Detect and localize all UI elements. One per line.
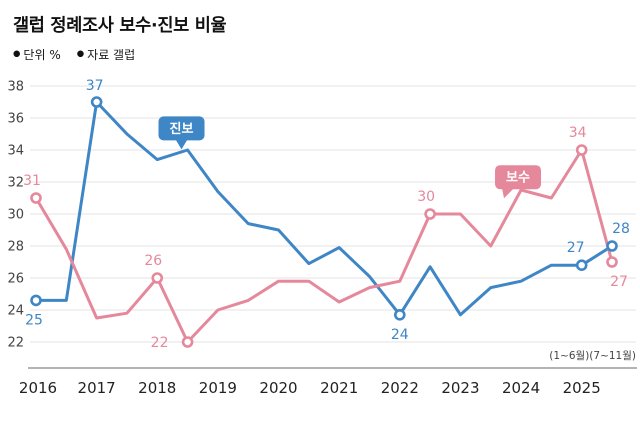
series-line-진보 [34,100,614,317]
data-point-label: 22 [151,335,169,351]
legend-unit-label: 단위 % [23,48,61,62]
badge-box [495,165,542,190]
badge-box [158,116,205,141]
chart-legend: ● 단위 % ● 자료 갤럽 [0,37,640,63]
x-tick-label: 2018 [138,379,176,397]
period-annotation: (1~6월)(7~11월) [549,350,636,362]
legend-item-unit: ● 단위 % [13,46,61,63]
bullet-icon: ● [13,49,21,59]
data-point-label: 24 [391,327,409,343]
series-line-보수 [34,148,614,344]
series-badge-보수: 보수 [495,165,542,199]
x-tick-label: 2017 [78,379,116,397]
data-point-marker [30,192,42,204]
badge-label: 보수 [506,171,530,186]
x-tick-label: 2019 [199,379,237,397]
data-point-label: 27 [567,240,585,256]
data-point-marker [181,336,194,348]
data-point-marker [90,96,103,108]
y-tick-label: 30 [7,208,24,223]
data-point-marker [606,256,618,268]
page-title: 갤럽 정례조사 보수·진보 비율 [13,16,227,36]
bullet-icon: ● [76,49,85,59]
data-point-marker [606,240,618,252]
x-tick-label: 2023 [441,379,479,397]
data-point-label: 31 [23,173,41,189]
y-tick-label: 34 [7,144,24,159]
data-point-marker [424,208,436,220]
data-point-label: 37 [86,78,104,94]
data-point-marker [151,272,164,284]
x-tick-label: 2024 [502,379,540,397]
x-tick-label: 2016 [19,379,57,397]
data-point-label: 30 [417,189,435,205]
x-tick-label: 2025 [563,379,601,397]
data-point-marker [575,144,588,156]
y-tick-label: 28 [7,240,24,255]
y-tick-label: 38 [7,80,24,95]
y-tick-label: 24 [7,304,24,319]
data-point-marker [575,259,588,271]
y-tick-label: 22 [7,336,24,351]
data-point-marker [30,294,42,307]
y-tick-label: 26 [7,272,24,287]
data-point-label: 28 [612,221,630,237]
data-point-label: 27 [610,274,628,290]
data-point-label: 25 [25,312,43,328]
y-tick-label: 32 [7,176,24,191]
data-point-label: 26 [144,253,162,269]
series-badge-진보: 진보 [158,116,205,150]
badge-label: 진보 [170,121,194,137]
legend-source-label: 자료 갤럽 [87,48,136,62]
y-tick-label: 36 [7,112,24,127]
chart-page: 갤럽 정례조사 보수·진보 비율 ● 단위 % ● 자료 갤럽 22 24 26 28… [0,16,640,397]
data-point-label: 34 [569,125,587,141]
legend-item-source: ● 자료 갤럽 [77,46,135,63]
x-tick-label: 2020 [259,379,297,397]
x-tick-label: 2022 [381,379,419,397]
x-tick-label: 2021 [320,379,358,397]
data-point-marker [393,309,406,321]
badge-pointer [175,139,188,150]
line-chart: 22 24 26 28 30 32 34 36 38 2016 2017 2018 2019 2020 20… [7,78,637,397]
badge-pointer [502,188,515,199]
